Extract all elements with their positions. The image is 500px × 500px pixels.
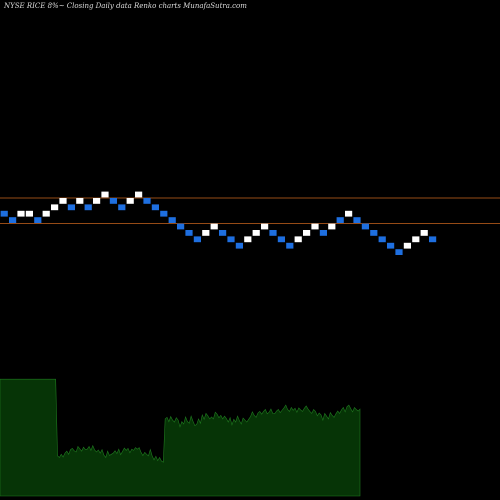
- renko-brick-down: [277, 236, 285, 243]
- renko-brick-down: [336, 217, 344, 223]
- renko-brick-up: [59, 198, 67, 204]
- renko-brick-down: [319, 230, 327, 236]
- chart-title: NYSE RICE 8%~ Closing Daily data Renko c…: [3, 2, 247, 10]
- volume-area: [0, 378, 361, 497]
- renko-brick-up: [126, 198, 134, 204]
- renko-brick-down: [151, 204, 159, 211]
- renko-brick-up: [42, 210, 50, 217]
- renko-brick-down: [387, 242, 395, 249]
- renko-brick-down: [84, 204, 92, 211]
- renko-brick-up: [328, 223, 336, 230]
- renko-brick-down: [286, 242, 294, 249]
- renko-brick-up: [345, 210, 353, 217]
- renko-brick-down: [193, 236, 201, 243]
- renko-brick-up: [101, 191, 109, 198]
- renko-brick-up: [17, 210, 25, 217]
- renko-brick-down: [9, 217, 17, 223]
- renko-brick-up: [412, 236, 420, 243]
- renko-brick-up: [210, 223, 218, 230]
- renko-brick-down: [118, 204, 126, 211]
- renko-brick-down: [429, 236, 437, 243]
- renko-brick-up: [135, 191, 143, 198]
- renko-brick-down: [143, 198, 151, 204]
- renko-brick-down: [219, 230, 227, 236]
- volume-panel: [0, 378, 361, 497]
- renko-brick-up: [403, 242, 411, 249]
- renko-brick-down: [109, 198, 117, 204]
- renko-brick-down: [227, 236, 235, 243]
- renko-brick-up: [25, 210, 33, 217]
- renko-brick-down: [378, 236, 386, 243]
- renko-brick-down: [168, 217, 176, 223]
- renko-brick-up: [252, 230, 260, 236]
- renko-brick-down: [269, 230, 277, 236]
- renko-brick-down: [361, 223, 369, 230]
- renko-brick-down: [67, 204, 75, 211]
- renko-brick-down: [370, 230, 378, 236]
- renko-brick-down: [160, 210, 168, 217]
- renko-brick-down: [34, 217, 42, 223]
- renko-brick-down: [395, 249, 403, 255]
- renko-brick-up: [261, 223, 269, 230]
- renko-brick-up: [420, 230, 428, 236]
- renko-brick-up: [76, 198, 84, 204]
- renko-brick-up: [303, 230, 311, 236]
- renko-brick-up: [93, 198, 101, 204]
- renko-brick-up: [202, 230, 210, 236]
- renko-brick-up: [244, 236, 252, 243]
- renko-brick-down: [235, 242, 243, 249]
- renko-brick-up: [294, 236, 302, 243]
- renko-brick-up: [51, 204, 59, 211]
- renko-brick-down: [185, 230, 193, 236]
- renko-brick-down: [353, 217, 361, 223]
- renko-bricks: [0, 191, 437, 255]
- renko-brick-up: [311, 223, 319, 230]
- renko-brick-down: [177, 223, 185, 230]
- renko-brick-down: [0, 210, 8, 217]
